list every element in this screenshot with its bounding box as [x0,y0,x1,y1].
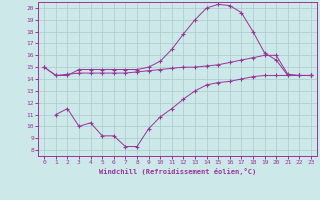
X-axis label: Windchill (Refroidissement éolien,°C): Windchill (Refroidissement éolien,°C) [99,168,256,175]
